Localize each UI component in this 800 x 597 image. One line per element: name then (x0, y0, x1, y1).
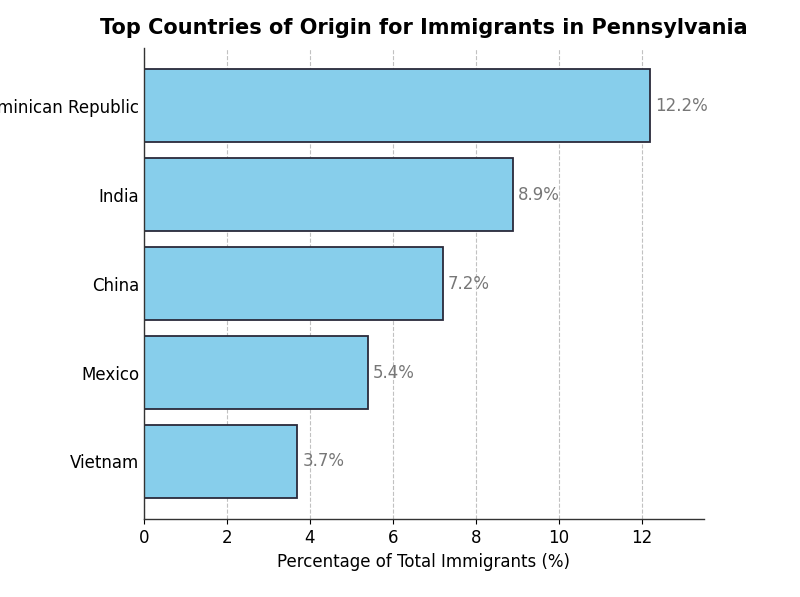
Text: 5.4%: 5.4% (373, 364, 415, 381)
Bar (144, 247, 442, 320)
Text: 7.2%: 7.2% (448, 275, 490, 293)
Bar (144, 69, 650, 142)
Bar (144, 425, 298, 498)
Bar (144, 158, 513, 231)
Text: 3.7%: 3.7% (302, 453, 345, 470)
X-axis label: Percentage of Total Immigrants (%): Percentage of Total Immigrants (%) (278, 553, 570, 571)
Bar (144, 336, 368, 409)
Title: Top Countries of Origin for Immigrants in Pennsylvania: Top Countries of Origin for Immigrants i… (100, 18, 748, 38)
Text: 8.9%: 8.9% (518, 186, 560, 204)
Text: 12.2%: 12.2% (655, 97, 708, 115)
